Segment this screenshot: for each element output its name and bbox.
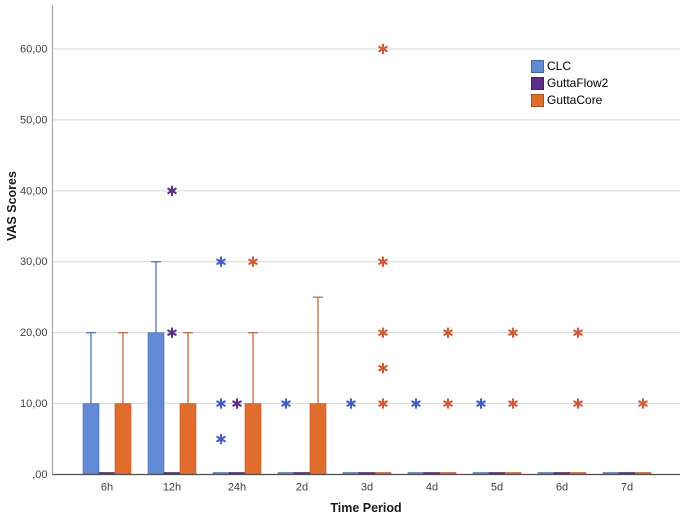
outlier-marker-clc-2d-10 — [281, 398, 291, 409]
y-tick-label: 60,00 — [20, 43, 48, 55]
legend-item-guttaflow2: GuttaFlow2 — [531, 77, 608, 90]
x-tick-label: 2d — [296, 482, 308, 494]
outlier-marker-guttacore-5d-10 — [508, 398, 518, 409]
outlier-marker-guttacore-3d-30 — [378, 256, 388, 268]
outlier-marker-guttacore-4d-20 — [443, 327, 453, 339]
outlier-marker-guttacore-6d-10 — [573, 398, 583, 409]
outlier-marker-clc-3d-10 — [346, 398, 356, 409]
x-tick-label: 24h — [228, 482, 246, 494]
outlier-marker-clc-24h-5 — [216, 433, 226, 445]
legend: CLC GuttaFlow2 GuttaCore — [531, 60, 608, 107]
bar-guttacore-6h — [114, 403, 132, 475]
x-tick-label: 12h — [163, 482, 181, 494]
x-tick-label: 6d — [556, 482, 568, 494]
outlier-marker-guttacore-4d-10 — [443, 398, 453, 409]
x-axis-title: Time Period — [330, 501, 402, 515]
outlier-marker-guttacore-7d-10 — [638, 398, 648, 409]
legend-label-clc: CLC — [547, 59, 572, 73]
x-tick-label: 6h — [101, 482, 113, 494]
y-tick-label: 10,00 — [20, 398, 48, 410]
bar-clc-6h — [82, 403, 100, 475]
outlier-marker-clc-24h-30 — [216, 256, 226, 268]
x-tick-label: 7d — [621, 482, 633, 494]
y-tick-label: ,00 — [32, 469, 47, 481]
x-tick-label: 3d — [361, 482, 373, 494]
x-tick-label: 5d — [491, 482, 503, 494]
y-tick-label: 40,00 — [20, 185, 48, 197]
outlier-marker-guttaflow2-12h-40 — [167, 185, 177, 197]
legend-swatch-clc — [531, 60, 544, 73]
outlier-marker-guttaflow2-24h-10 — [232, 398, 242, 409]
outlier-marker-guttacore-24h-30 — [248, 256, 258, 268]
y-tick-label: 50,00 — [20, 114, 48, 126]
bar-guttacore-24h — [244, 403, 262, 475]
outlier-marker-guttacore-3d-15 — [378, 362, 388, 374]
y-axis-title: VAS Scores — [5, 171, 19, 241]
outlier-marker-guttaflow2-12h-20 — [167, 327, 177, 339]
y-tick-label: 20,00 — [20, 327, 48, 339]
legend-label-guttacore: GuttaCore — [547, 93, 603, 107]
legend-label-guttaflow2: GuttaFlow2 — [547, 76, 609, 90]
bar-guttacore-2d — [309, 403, 327, 475]
legend-item-clc: CLC — [531, 60, 608, 73]
legend-swatch-guttaflow2 — [531, 77, 544, 90]
x-tick-label: 4d — [426, 482, 438, 494]
outlier-marker-guttacore-3d-60 — [378, 43, 388, 55]
outlier-marker-guttacore-5d-20 — [508, 327, 518, 339]
bar-clc-12h — [147, 332, 165, 475]
y-tick-label: 30,00 — [20, 256, 48, 268]
legend-item-guttacore: GuttaCore — [531, 94, 608, 107]
legend-swatch-guttacore — [531, 94, 544, 107]
outlier-marker-clc-24h-10 — [216, 398, 226, 409]
outlier-marker-guttacore-3d-10 — [378, 398, 388, 409]
outlier-marker-clc-5d-10 — [476, 398, 486, 409]
outlier-marker-clc-4d-10 — [411, 398, 421, 409]
outlier-marker-guttacore-6d-20 — [573, 327, 583, 339]
bar-guttacore-12h — [179, 403, 197, 475]
outlier-marker-guttacore-3d-20 — [378, 327, 388, 339]
